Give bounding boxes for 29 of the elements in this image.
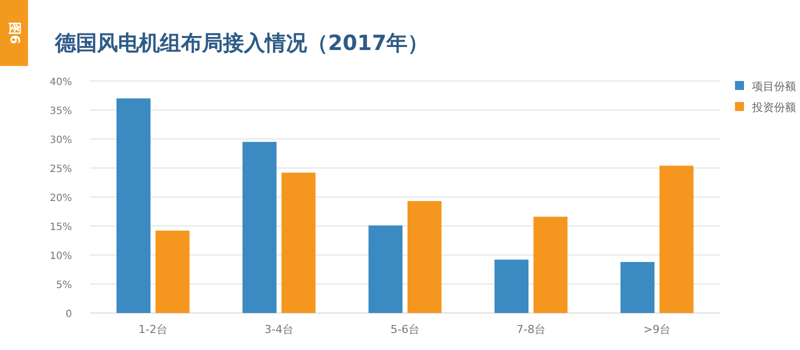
x-tick-label: 3-4台 bbox=[264, 323, 294, 336]
legend-label: 投资份额 bbox=[751, 101, 796, 114]
bar bbox=[282, 172, 316, 313]
chart-title: 德国风电机组布局接入情况（2017年） bbox=[54, 31, 428, 55]
bar bbox=[408, 201, 442, 313]
y-tick-label: 35% bbox=[50, 106, 72, 117]
y-tick-label: 5% bbox=[56, 280, 72, 291]
annotation: 图6 bbox=[0, 0, 28, 66]
bar bbox=[116, 98, 150, 313]
x-tick-label: 1-2台 bbox=[138, 323, 168, 336]
bar bbox=[156, 230, 190, 313]
legend-label: 项目份额 bbox=[752, 80, 796, 93]
bar bbox=[494, 260, 528, 313]
y-tick-label: 20% bbox=[50, 193, 72, 204]
bar bbox=[660, 166, 694, 313]
y-tick-label: 30% bbox=[50, 135, 72, 146]
y-tick-label: 40% bbox=[50, 77, 72, 88]
y-tick-label: 15% bbox=[50, 222, 72, 233]
caption: 图6 bbox=[6, 22, 22, 44]
x-tick-label: 7-8台 bbox=[516, 323, 546, 336]
y-tick-label: 25% bbox=[50, 164, 72, 175]
x-tick-label: 5-6台 bbox=[390, 323, 420, 336]
y-tick-label: 0 bbox=[66, 309, 72, 320]
bar bbox=[620, 262, 654, 313]
y-tick-label: 10% bbox=[50, 251, 72, 262]
bar bbox=[368, 225, 402, 313]
bar bbox=[242, 142, 276, 313]
bar bbox=[534, 216, 568, 313]
x-tick-label: >9台 bbox=[643, 323, 671, 336]
